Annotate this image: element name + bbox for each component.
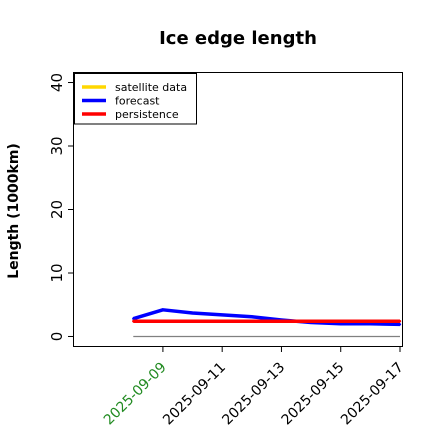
x-tick-label: 2025-09-11: [160, 360, 229, 429]
data-point-forecast: [161, 308, 165, 312]
data-point-forecast: [369, 322, 372, 325]
data-point-persistence: [132, 320, 135, 323]
data-point-forecast: [132, 317, 135, 320]
legend-label: persistence: [115, 108, 179, 121]
y-axis: 0 10 20 30 40: [48, 73, 74, 341]
y-tick-label: 40: [48, 73, 66, 92]
y-tick-label: 30: [48, 136, 66, 155]
data-point-forecast: [339, 322, 342, 325]
y-tick-label: 20: [48, 200, 66, 219]
series-line-forecast: [132, 308, 401, 327]
x-axis: 2025-09-092025-09-112025-09-132025-09-15…: [101, 346, 407, 428]
x-tick-label: 2025-09-09: [101, 360, 170, 429]
data-point-forecast: [220, 313, 224, 317]
data-point-forecast: [191, 311, 194, 315]
data-point-forecast: [398, 323, 402, 326]
x-tick-label: 2025-09-13: [219, 360, 288, 429]
y-tick-label: 10: [48, 263, 66, 282]
y-axis-label: Length (1000km): [6, 143, 22, 279]
legend-label: satellite data: [115, 81, 187, 94]
legend-label: forecast: [115, 95, 160, 108]
x-tick-label: 2025-09-17: [338, 360, 407, 429]
chart-title: Ice edge length: [159, 28, 317, 49]
data-point-forecast: [250, 315, 254, 318]
data-point-persistence: [398, 320, 402, 323]
x-tick-label: 2025-09-15: [279, 360, 348, 429]
series-layer: [132, 308, 402, 327]
y-tick-label: 0: [48, 332, 66, 342]
